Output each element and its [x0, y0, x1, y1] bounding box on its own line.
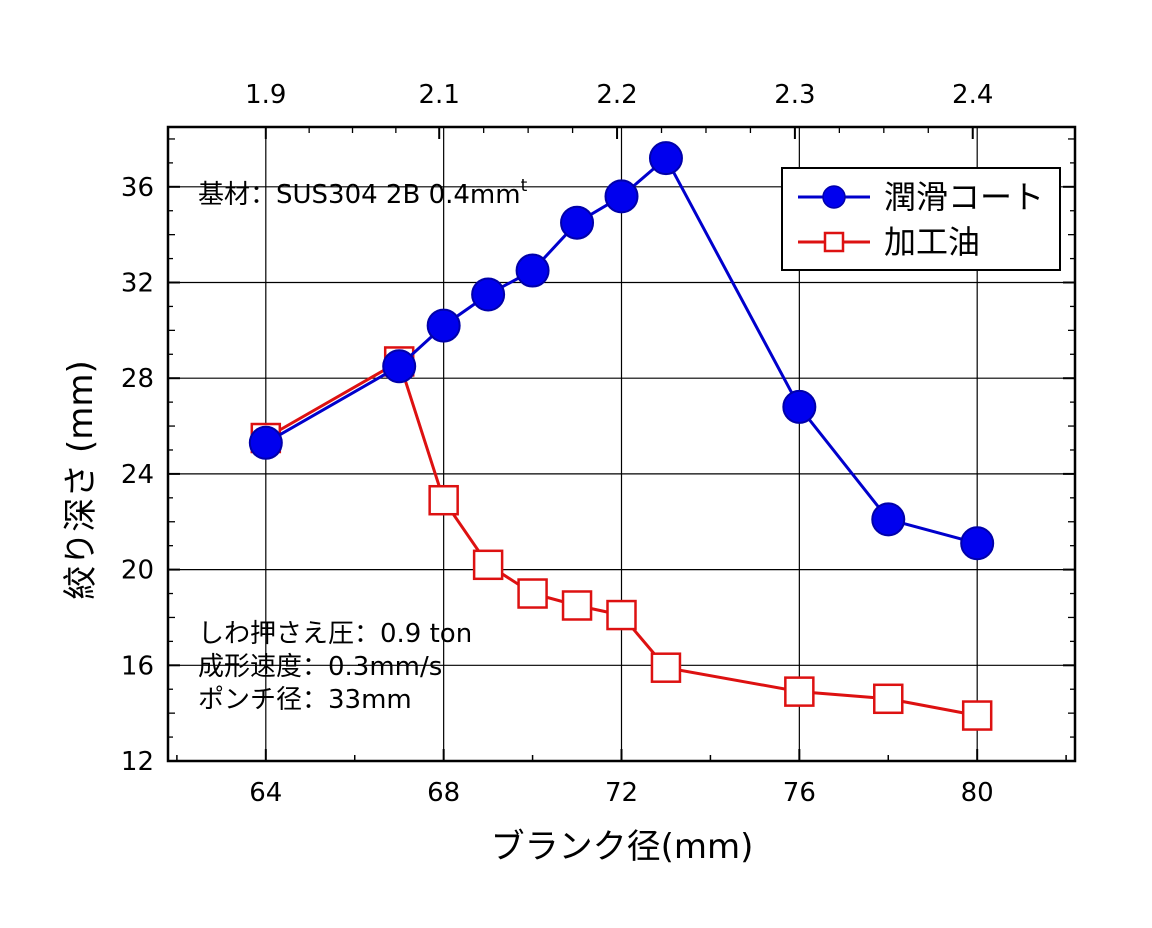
data-point — [472, 549, 504, 581]
plot-frame — [166, 125, 1077, 763]
data-point — [782, 389, 817, 424]
data-point — [606, 599, 637, 631]
data-point — [604, 179, 639, 214]
conditions-note: しわ押さえ圧：0.9 ton 成形速度：0.3mm/s ポンチ径：33mm — [198, 619, 472, 715]
y-tick-label: 24 — [121, 460, 154, 490]
y-tick-label: 32 — [121, 269, 154, 299]
y-tick-label: 16 — [121, 651, 154, 681]
material-text: 基材：SUS304 2B 0.4mm — [198, 180, 521, 210]
legend-box — [781, 167, 1061, 271]
top-tick-label: 1.9 — [245, 80, 286, 110]
data-point — [784, 676, 815, 707]
x-axis-title: ブランク径(mm) — [491, 827, 754, 867]
data-point — [650, 652, 682, 683]
condition-line: しわ押さえ圧：0.9 ton — [198, 619, 472, 649]
data-point — [561, 590, 593, 621]
x-tick-label: 64 — [249, 778, 282, 808]
data-point — [428, 484, 459, 516]
data-point — [960, 526, 995, 561]
y-tick-label: 36 — [121, 173, 154, 203]
x-tick-label: 80 — [961, 778, 994, 808]
top-tick-label: 2.2 — [596, 80, 637, 110]
top-tick-label: 2.1 — [419, 80, 460, 110]
y-tick-label: 28 — [121, 364, 154, 394]
data-point — [248, 425, 283, 460]
data-point — [517, 578, 548, 609]
top-tick-label: 2.4 — [952, 80, 993, 110]
data-point — [426, 308, 461, 343]
top-tick-label: 2.3 — [774, 80, 815, 110]
data-point — [382, 349, 417, 384]
y-tick-label: 20 — [121, 556, 154, 586]
material-superscript: t — [521, 176, 528, 196]
tick-labels: 64 68 72 76 80 12 16 20 24 28 32 36 1.9 2.1 2.2 2.3 2.4 — [121, 80, 994, 808]
legend-marker-oil — [823, 231, 845, 253]
data-point — [515, 253, 550, 288]
data-point — [871, 502, 906, 537]
y-tick-label: 12 — [121, 747, 154, 777]
legend-label-lubricant: 潤滑コート — [884, 178, 1044, 216]
data-point — [961, 700, 993, 731]
data-point — [560, 205, 595, 240]
data-point — [648, 141, 683, 176]
legend-label-oil: 加工油 — [884, 223, 980, 261]
material-note: 基材：SUS304 2B 0.4mmt — [198, 176, 528, 210]
x-tick-label: 72 — [605, 778, 638, 808]
y-axis-title: 絞り深さ (mm) — [61, 360, 101, 600]
data-point — [873, 683, 904, 715]
x-tick-label: 68 — [427, 778, 460, 808]
data-point — [471, 277, 506, 312]
legend: 潤滑コート 加工油 — [781, 167, 1061, 271]
condition-line: 成形速度：0.3mm/s — [198, 652, 442, 682]
condition-line: ポンチ径：33mm — [198, 685, 412, 715]
series-layer — [248, 141, 995, 731]
series-0 — [248, 141, 995, 561]
x-tick-label: 76 — [783, 778, 816, 808]
legend-marker-lubricant — [822, 185, 846, 209]
